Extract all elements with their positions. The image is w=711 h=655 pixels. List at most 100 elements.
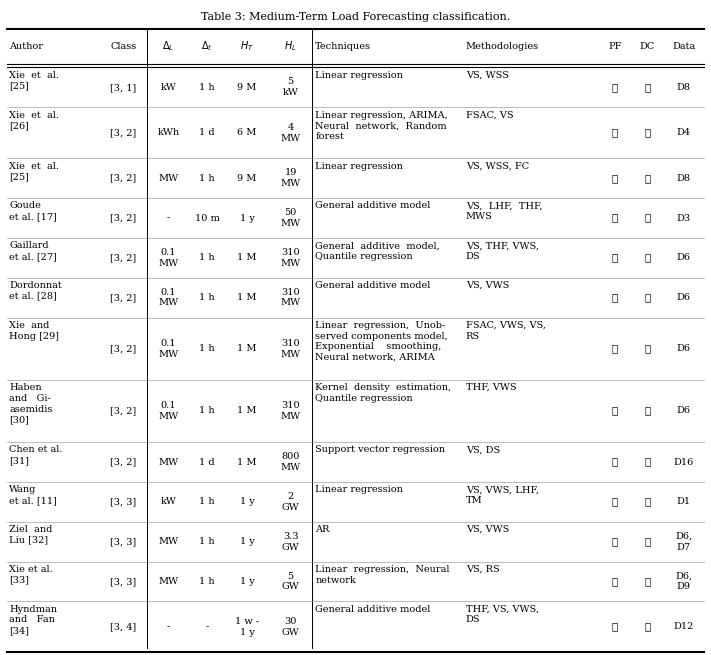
Text: 1 d: 1 d [199, 458, 215, 466]
Text: ✗: ✗ [644, 293, 651, 302]
Text: D16: D16 [674, 458, 694, 466]
Text: D6,
D7: D6, D7 [675, 532, 693, 552]
Text: Author: Author [9, 42, 43, 51]
Text: 310
MW: 310 MW [281, 288, 301, 307]
Text: D12: D12 [673, 622, 694, 631]
Text: [3, 2]: [3, 2] [110, 407, 137, 415]
Text: VS, VWS: VS, VWS [466, 281, 509, 290]
Text: [3, 2]: [3, 2] [110, 128, 137, 138]
Text: ✓: ✓ [612, 407, 618, 415]
Text: VS, THF, VWS,
DS: VS, THF, VWS, DS [466, 241, 539, 261]
Text: ✗: ✗ [644, 344, 651, 353]
Text: MW: MW [159, 458, 178, 466]
Text: ✗: ✗ [612, 83, 618, 92]
Text: VS, VWS: VS, VWS [466, 525, 509, 534]
Text: D8: D8 [677, 174, 691, 183]
Text: ✗: ✗ [644, 253, 651, 262]
Text: VS, DS: VS, DS [466, 445, 500, 455]
Text: VS, WSS: VS, WSS [466, 71, 509, 80]
Text: 1 h: 1 h [199, 577, 215, 586]
Text: D6: D6 [677, 344, 691, 353]
Text: [3, 2]: [3, 2] [110, 214, 137, 223]
Text: AR: AR [315, 525, 329, 534]
Text: $H_L$: $H_L$ [284, 39, 297, 54]
Text: ✗: ✗ [612, 497, 618, 506]
Text: Goude
et al. [17]: Goude et al. [17] [9, 201, 57, 221]
Text: General  additive  model,
Quantile regression: General additive model, Quantile regress… [315, 241, 440, 261]
Text: D8: D8 [677, 83, 691, 92]
Text: ✗: ✗ [644, 128, 651, 138]
Text: 1 h: 1 h [199, 497, 215, 506]
Text: 30
GW: 30 GW [282, 617, 299, 637]
Text: 1 M: 1 M [237, 253, 257, 262]
Text: 4
MW: 4 MW [281, 123, 301, 143]
Text: VS, WSS, FC: VS, WSS, FC [466, 162, 529, 170]
Text: D6: D6 [677, 293, 691, 302]
Text: 310
MW: 310 MW [281, 401, 301, 421]
Text: Ziel  and
Liu [32]: Ziel and Liu [32] [9, 525, 53, 545]
Text: Data: Data [672, 42, 695, 51]
Text: [3, 3]: [3, 3] [110, 537, 137, 546]
Text: $H_T$: $H_T$ [240, 39, 254, 54]
Text: 1 h: 1 h [199, 174, 215, 183]
Text: Xie  et  al.
[26]: Xie et al. [26] [9, 111, 59, 130]
Text: D6,
D9: D6, D9 [675, 572, 693, 591]
Text: [3, 3]: [3, 3] [110, 577, 137, 586]
Text: 1 y: 1 y [240, 497, 255, 506]
Text: Hyndman
and   Fan
[34]: Hyndman and Fan [34] [9, 605, 58, 635]
Text: ✗: ✗ [644, 622, 651, 631]
Text: MW: MW [159, 537, 178, 546]
Text: Linear regression, ARIMA,
Neural  network,  Random
forest: Linear regression, ARIMA, Neural network… [315, 111, 448, 141]
Text: 1 M: 1 M [237, 458, 257, 466]
Text: VS, RS: VS, RS [466, 565, 500, 574]
Text: ✗: ✗ [612, 458, 618, 466]
Text: kW: kW [161, 83, 176, 92]
Text: ✗: ✗ [644, 174, 651, 183]
Text: 310
MW: 310 MW [281, 339, 301, 358]
Text: Wang
et al. [11]: Wang et al. [11] [9, 485, 57, 505]
Text: 1 w -
1 y: 1 w - 1 y [235, 617, 259, 637]
Text: 0.1
MW: 0.1 MW [159, 288, 178, 307]
Text: [3, 2]: [3, 2] [110, 174, 137, 183]
Text: [3, 1]: [3, 1] [110, 83, 137, 92]
Text: 9 M: 9 M [237, 174, 257, 183]
Text: -: - [167, 622, 170, 631]
Text: [3, 2]: [3, 2] [110, 293, 137, 302]
Text: ✗: ✗ [644, 577, 651, 586]
Text: D6: D6 [677, 253, 691, 262]
Text: 5
GW: 5 GW [282, 572, 299, 591]
Text: -: - [167, 214, 170, 223]
Text: 1 M: 1 M [237, 344, 257, 353]
Text: Gaillard
et al. [27]: Gaillard et al. [27] [9, 241, 57, 261]
Text: Linear  regression,  Unob-
served components model,
Exponential    smoothing,
Ne: Linear regression, Unob- served componen… [315, 321, 448, 362]
Text: [3, 2]: [3, 2] [110, 344, 137, 353]
Text: 2
GW: 2 GW [282, 492, 299, 512]
Text: Linear regression: Linear regression [315, 162, 403, 170]
Text: 3.3
GW: 3.3 GW [282, 532, 299, 552]
Text: MW: MW [159, 577, 178, 586]
Text: Xie et al.
[33]: Xie et al. [33] [9, 565, 53, 584]
Text: Xie  et  al.
[25]: Xie et al. [25] [9, 162, 59, 181]
Text: General additive model: General additive model [315, 281, 431, 290]
Text: D6: D6 [677, 407, 691, 415]
Text: PF: PF [609, 42, 622, 51]
Text: ✗: ✗ [644, 497, 651, 506]
Text: 50
MW: 50 MW [281, 208, 301, 228]
Text: ✗: ✗ [644, 407, 651, 415]
Text: Xie  and
Hong [29]: Xie and Hong [29] [9, 321, 59, 341]
Text: 1 h: 1 h [199, 293, 215, 302]
Text: Dordonnat
et al. [28]: Dordonnat et al. [28] [9, 281, 62, 301]
Text: 1 h: 1 h [199, 537, 215, 546]
Text: ✓: ✓ [612, 253, 618, 262]
Text: 1 h: 1 h [199, 253, 215, 262]
Text: 1 h: 1 h [199, 407, 215, 415]
Text: D3: D3 [677, 214, 691, 223]
Text: Haben
and   Gi-
asemidis
[30]: Haben and Gi- asemidis [30] [9, 383, 53, 424]
Text: 10 m: 10 m [195, 214, 220, 223]
Text: THF, VS, VWS,
DS: THF, VS, VWS, DS [466, 605, 539, 624]
Text: ✗: ✗ [612, 214, 618, 223]
Text: ✓: ✓ [612, 577, 618, 586]
Text: 1 h: 1 h [199, 344, 215, 353]
Text: 800
MW: 800 MW [281, 452, 301, 472]
Text: Chen et al.
[31]: Chen et al. [31] [9, 445, 63, 465]
